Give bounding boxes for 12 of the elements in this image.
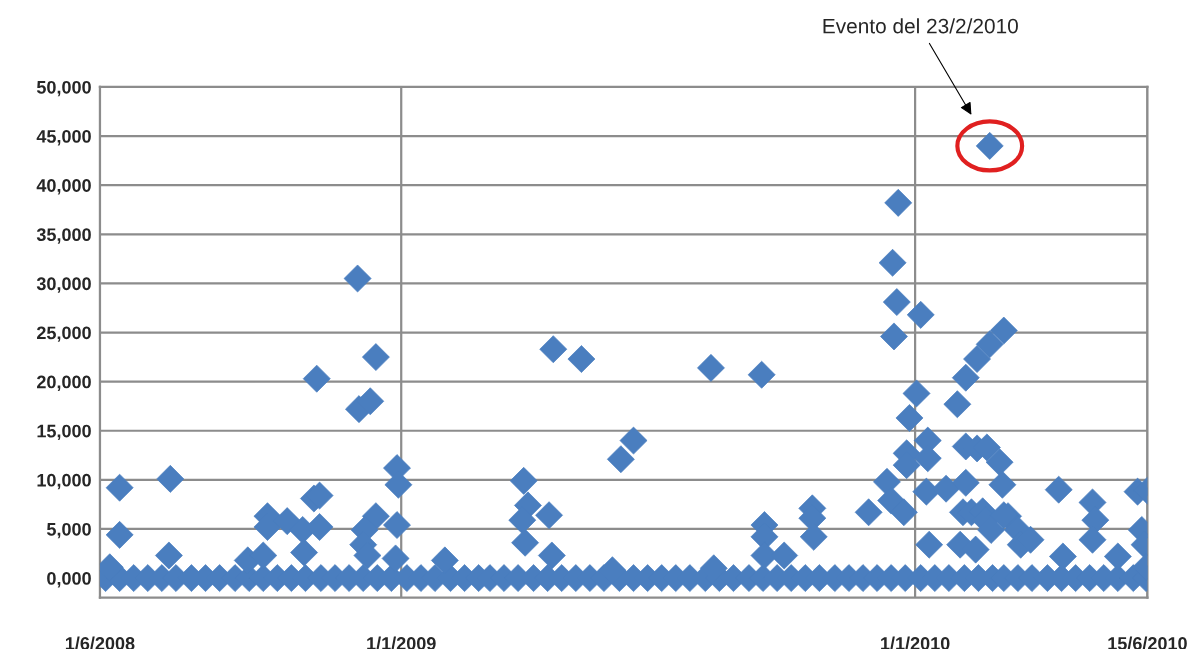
y-tick-label: 15,000 (37, 424, 91, 441)
y-tick-label: 25,000 (37, 326, 91, 342)
y-tick-label: 45,000 (36, 130, 91, 146)
y-tick-label: 0,000 (47, 572, 91, 588)
y-tick-label: 10,000 (37, 473, 91, 490)
y-tick-label: 40,000 (36, 179, 91, 195)
y-tick-label: 35,000 (36, 228, 91, 244)
text: Evento del 23/2/2010 (823, 18, 1018, 34)
y-tick-label: 50,000 (36, 80, 91, 97)
y-tick-label: 20,000 (37, 375, 91, 391)
y-tick-label: 5,000 (46, 522, 91, 539)
y-tick-label: 30,000 (36, 277, 91, 293)
